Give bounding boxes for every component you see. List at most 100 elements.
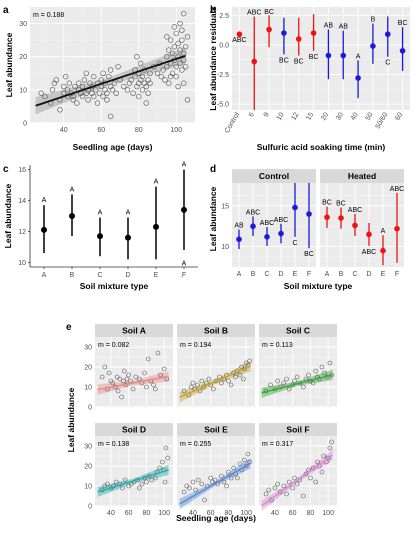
data-point — [158, 73, 164, 80]
data-point — [165, 455, 170, 461]
significance-letter: A — [356, 53, 361, 60]
data-point — [169, 50, 176, 57]
mean-point — [370, 43, 376, 49]
mean-point — [250, 223, 256, 230]
data-point — [134, 54, 140, 60]
data-point — [72, 83, 78, 90]
data-point — [190, 380, 196, 386]
mean-point — [292, 204, 298, 211]
significance-letter: BC — [309, 54, 319, 61]
data-point — [177, 20, 183, 27]
y-axis-title: Leaf abundance — [66, 387, 76, 452]
regression-line — [261, 374, 333, 394]
data-point — [221, 479, 227, 485]
x-tick-label: 80 — [143, 510, 151, 517]
x-tick-label: C — [352, 271, 357, 278]
data-point — [136, 93, 142, 100]
data-point — [133, 374, 139, 380]
data-point — [292, 475, 297, 481]
x-axis-title: Soil mixture type — [284, 281, 353, 291]
data-point — [199, 378, 205, 384]
data-point — [61, 83, 67, 90]
data-point — [171, 24, 178, 30]
data-point — [310, 380, 316, 386]
x-tick-label: 100 — [322, 510, 334, 517]
facet-title: Soil D — [122, 425, 146, 435]
facet-title: Soil F — [286, 425, 309, 435]
data-point — [74, 100, 80, 106]
data-point — [83, 90, 89, 96]
data-point — [237, 461, 243, 467]
data-point — [66, 80, 73, 86]
y-tick-label: 0 — [88, 405, 92, 412]
y-tick-label: 10 — [18, 260, 26, 267]
x-axis-title: Seedling age (days) — [176, 513, 256, 523]
x-tick-label: 80 — [225, 510, 233, 517]
mean-point — [352, 222, 358, 229]
data-point — [96, 90, 103, 96]
data-point — [294, 481, 300, 487]
facet-strip — [259, 324, 337, 337]
slope-annotation: m = 0.194 — [180, 342, 211, 349]
data-point — [268, 382, 273, 388]
x-tick-label: 12 — [291, 111, 301, 121]
data-point — [115, 388, 121, 394]
data-point — [195, 477, 201, 483]
data-point — [237, 372, 243, 378]
data-point — [325, 455, 331, 461]
data-point — [107, 67, 114, 73]
plot-background — [177, 436, 255, 506]
data-point — [187, 485, 192, 491]
data-point — [188, 384, 194, 390]
panel-letter-a: a — [3, 5, 9, 16]
data-point — [137, 376, 142, 382]
data-point — [137, 60, 144, 67]
panel-e-scatter: m = 0.317 — [259, 436, 337, 511]
data-point — [49, 87, 56, 93]
mean-point — [236, 236, 242, 243]
data-point — [212, 477, 218, 483]
data-point — [147, 80, 153, 86]
significance-letter: ABC — [390, 186, 404, 193]
data-point — [193, 487, 198, 493]
data-point — [321, 453, 327, 459]
regression-line — [97, 469, 169, 493]
significance-letter: BC — [279, 57, 289, 64]
data-point — [139, 87, 146, 93]
data-point — [124, 87, 131, 93]
significance-letter: A — [42, 197, 47, 204]
x-axis-title: Sulfuric acid soaking time (min) — [257, 142, 386, 152]
x-axis-title: Soil mixture type — [80, 281, 149, 291]
data-point — [38, 90, 44, 96]
data-point — [145, 90, 151, 96]
data-point — [233, 374, 238, 380]
data-point — [163, 445, 169, 451]
data-point — [139, 73, 146, 80]
y-tick-label: 20 — [84, 464, 92, 471]
data-point — [231, 465, 237, 471]
y-tick-label: 12 — [18, 229, 26, 236]
data-point — [128, 77, 134, 83]
y-tick-label: 2.5 — [219, 13, 229, 20]
data-point — [266, 487, 272, 493]
data-point — [319, 364, 325, 370]
y-tick-label: 15 — [221, 203, 229, 210]
data-point — [155, 350, 161, 356]
panel-e-facet: Soil E — [177, 423, 255, 436]
data-point — [109, 87, 116, 93]
data-point — [181, 489, 187, 495]
regression-line — [261, 454, 334, 507]
y-axis-title: Leaf abundance — [208, 186, 218, 251]
significance-letter: AB — [324, 22, 334, 29]
data-point — [145, 356, 151, 362]
plot-background — [259, 337, 337, 407]
data-point — [166, 80, 172, 86]
x-tick-label: B — [70, 272, 75, 279]
mean-point — [281, 30, 287, 36]
mean-point — [181, 206, 187, 213]
data-point — [322, 370, 327, 376]
y-tick-label: 10 — [84, 484, 92, 491]
panel-letter-b: b — [210, 5, 216, 16]
